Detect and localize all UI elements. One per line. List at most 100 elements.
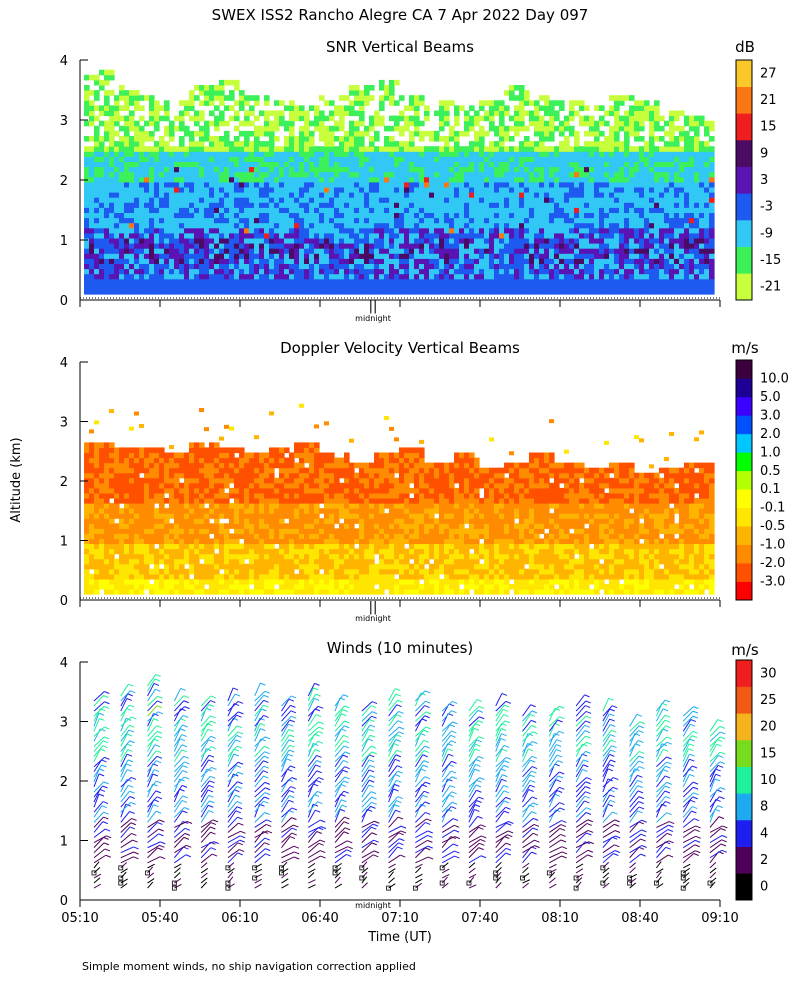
snr-cell (569, 217, 575, 224)
snr-cell (399, 217, 405, 224)
doppler-cell (84, 442, 90, 448)
snr-cell (404, 161, 410, 168)
snr-cell (369, 202, 375, 208)
snr-cell (124, 187, 130, 193)
snr-cell (574, 222, 580, 229)
snr-cell (199, 171, 205, 178)
snr-cell (689, 243, 695, 249)
snr-cell (109, 212, 115, 219)
snr-cell (619, 248, 625, 254)
snr-cell (324, 243, 330, 249)
snr-cell (389, 141, 395, 147)
snr-cell (669, 166, 675, 173)
snr-cell (414, 238, 420, 244)
snr-cell (579, 268, 585, 275)
snr-cell (444, 268, 450, 275)
snr-cell (139, 130, 145, 137)
snr-cell (99, 110, 105, 117)
snr-cell (634, 100, 640, 106)
doppler-cell (154, 452, 160, 459)
snr-cell (339, 283, 345, 290)
snr-cell (429, 248, 435, 254)
snr-cell (639, 268, 645, 275)
snr-cell (279, 156, 285, 162)
snr-cell (564, 161, 570, 168)
snr-cell (499, 212, 505, 219)
snr-cell (624, 181, 630, 188)
snr-cell (684, 268, 690, 275)
snr-cell (389, 90, 395, 96)
snr-cell (499, 283, 505, 290)
snr-cell (614, 130, 620, 137)
snr-cell (239, 181, 245, 188)
doppler-cell (89, 563, 95, 570)
doppler-cell (94, 538, 100, 545)
doppler-cell (129, 457, 135, 464)
doppler-cell (129, 472, 135, 479)
snr-cell (689, 176, 695, 183)
snr-cell (369, 222, 375, 229)
doppler-cell (94, 543, 100, 550)
snr-cell (634, 217, 640, 224)
snr-cell (174, 146, 180, 152)
snr-cell (529, 197, 535, 203)
snr-cell (589, 130, 595, 137)
snr-cell (354, 207, 360, 213)
snr-cell (534, 248, 540, 254)
snr-cell (284, 161, 290, 168)
snr-cell (324, 227, 330, 234)
snr-cell (409, 100, 415, 106)
snr-cell (524, 141, 530, 147)
snr-cell (599, 187, 605, 193)
snr-cell (604, 227, 610, 234)
doppler-cell (104, 498, 110, 504)
snr-cell (174, 212, 180, 219)
snr-cell (264, 268, 270, 275)
snr-cell (364, 283, 370, 290)
snr-cell (549, 151, 555, 157)
snr-cell (584, 120, 590, 127)
snr-cell (124, 197, 130, 203)
snr-cell (319, 146, 325, 152)
snr-cell (379, 85, 385, 91)
snr-cell (514, 146, 520, 152)
snr-cell (469, 105, 475, 111)
doppler-cell (144, 563, 150, 570)
snr-cell (609, 136, 615, 142)
doppler-cell (94, 492, 100, 499)
snr-cell (144, 187, 150, 193)
snr-cell (294, 197, 300, 203)
snr-cell (624, 263, 630, 270)
snr-cell (449, 232, 455, 239)
snr-cell (164, 181, 170, 188)
snr-cell (644, 227, 650, 234)
snr-cell (169, 176, 175, 183)
snr-cell (289, 217, 295, 224)
snr-cell (379, 253, 385, 259)
snr-cell (569, 151, 575, 157)
snr-cell (384, 289, 390, 295)
snr-cell (644, 100, 650, 106)
doppler-cell (124, 583, 130, 590)
snr-cell (654, 268, 660, 275)
snr-cell (189, 136, 195, 142)
snr-cell (579, 100, 585, 106)
doppler-cell (114, 447, 120, 454)
snr-cell (264, 156, 270, 162)
snr-cell (369, 248, 375, 254)
snr-cell (624, 156, 630, 162)
snr-cell (464, 207, 470, 213)
snr-cell (279, 227, 285, 234)
snr-cell (84, 156, 90, 162)
snr-cell (409, 263, 415, 270)
snr-cell (499, 227, 505, 234)
doppler-colorbar-unit: m/s (731, 339, 759, 357)
snr-cell (159, 202, 165, 208)
snr-cell (699, 243, 705, 249)
doppler-cell (84, 482, 90, 489)
snr-cell (619, 125, 625, 132)
snr-cell (489, 258, 495, 264)
doppler-cell (159, 482, 165, 489)
snr-cell (424, 222, 430, 229)
snr-cell (484, 100, 490, 106)
